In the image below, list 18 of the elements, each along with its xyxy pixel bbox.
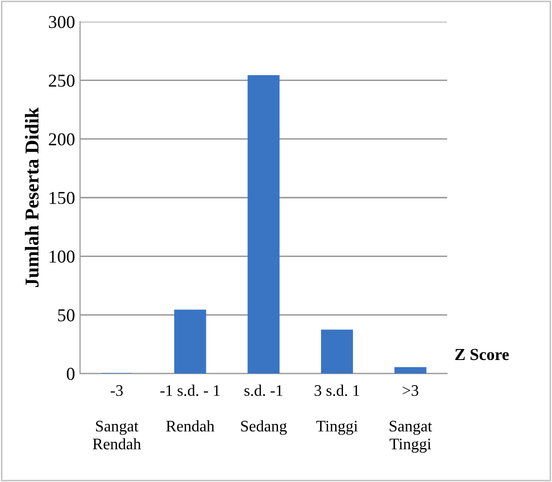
- category-label: >3 Sangat Tinggi: [390, 385, 432, 453]
- x-axis-title: Z Score: [455, 348, 509, 360]
- y-tick-label: 300: [48, 16, 74, 28]
- category-label: -3 Sangat Rendah: [92, 385, 141, 450]
- bar: [394, 367, 426, 374]
- y-tick-label: 100: [50, 250, 74, 263]
- y-tick-label: 50: [58, 309, 74, 322]
- bar: [321, 330, 353, 374]
- category-label: s.d. -1 Sedang: [241, 384, 287, 435]
- category-label: -1 s.d. - 1 Rendah: [160, 384, 220, 432]
- y-tick-label: 200: [48, 133, 74, 146]
- bar: [248, 75, 280, 374]
- y-tick-label: 150: [50, 192, 74, 204]
- category-label: 3 s.d. 1 Tinggi: [314, 384, 360, 435]
- y-axis-title: Jumlah Peserta Didik: [24, 107, 39, 287]
- y-tick-label: 250: [48, 74, 74, 87]
- bar: [174, 310, 206, 374]
- y-tick-label: 0: [66, 368, 74, 380]
